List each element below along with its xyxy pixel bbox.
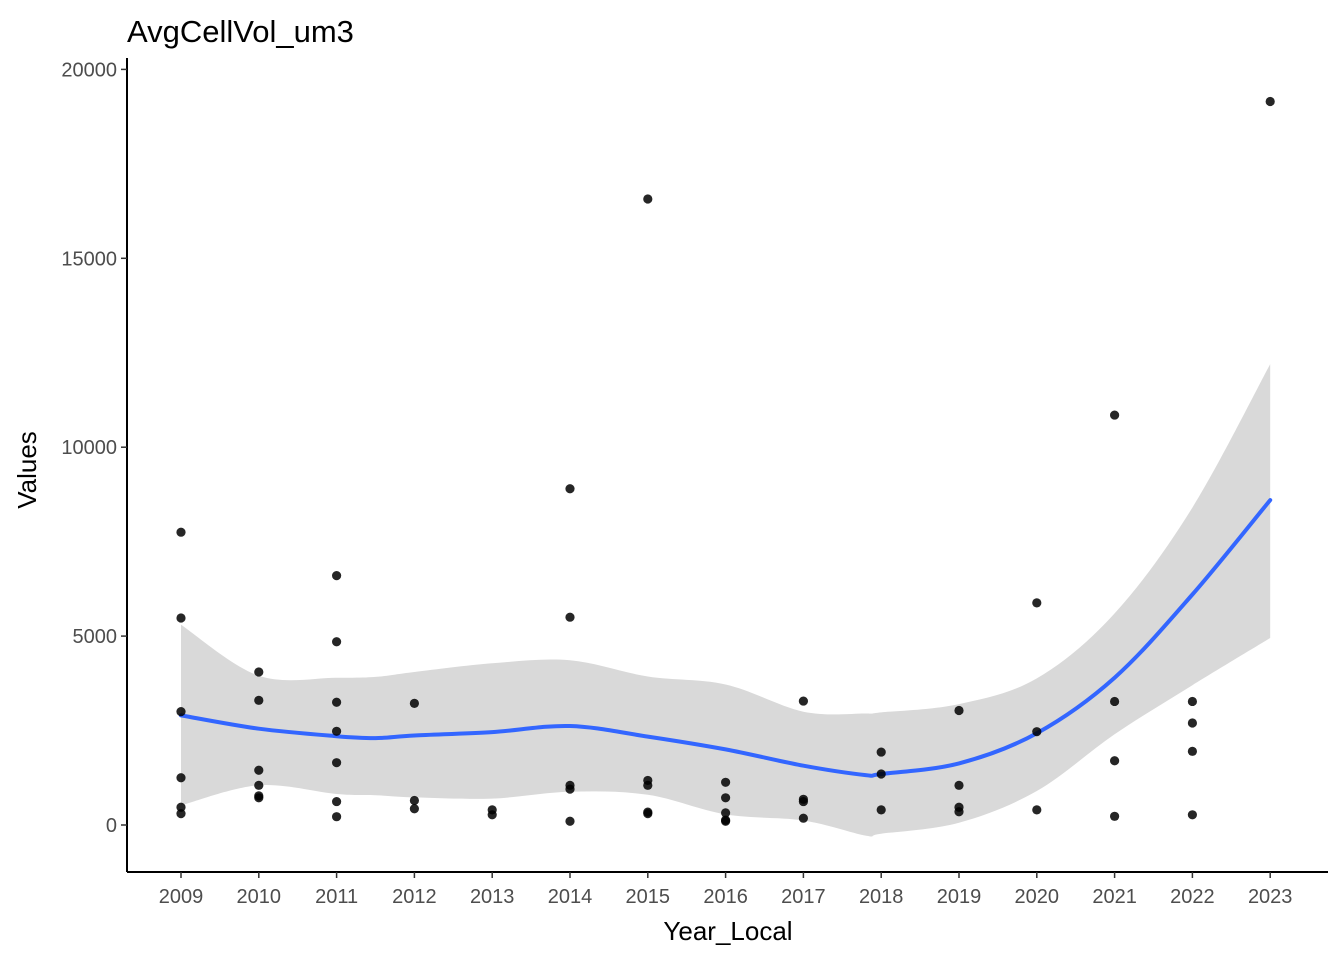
data-point [1187,810,1197,820]
x-axis-title: Year_Local [663,916,792,946]
y-tick-label: 0 [106,815,117,837]
data-point [332,697,342,707]
x-axis-ticks: 2009 2010 2011 2012 2013 2014 2015 2016 2017 2018… [159,872,1293,908]
data-point [332,637,342,647]
data-point [876,747,886,757]
x-tick-label: 2009 [159,886,204,908]
x-tick-label: 2019 [937,886,982,908]
data-point [332,812,342,822]
data-point [1032,727,1042,737]
data-point [721,808,731,818]
data-point [721,816,731,826]
x-tick-label: 2018 [859,886,904,908]
smooth-line [179,498,1273,778]
data-point [332,796,342,807]
data-point [176,707,186,717]
data-point [954,780,964,790]
x-tick-label: 2021 [1092,886,1137,908]
chart-title: AvgCellVol_um3 [127,14,354,49]
data-point [254,695,264,705]
x-tick-label: 2013 [470,886,515,908]
data-point [254,780,264,790]
data-point [643,809,653,819]
data-point [1187,746,1197,756]
data-point [176,809,186,819]
data-point [1110,756,1120,766]
data-point [332,571,342,581]
data-point [1032,805,1042,815]
x-tick-label: 2023 [1248,886,1293,908]
data-point [954,705,964,716]
data-point [643,780,653,790]
data-point [1110,410,1120,420]
data-point [332,726,342,736]
data-point [254,793,264,803]
x-tick-label: 2012 [392,886,437,908]
data-point [176,527,186,537]
data-point [176,773,186,783]
y-tick-label: 20000 [61,59,117,81]
data-point [176,613,186,623]
data-point [565,484,575,494]
data-point [1265,96,1275,107]
x-tick-label: 2014 [548,886,593,908]
plot-area [176,96,1275,837]
x-tick-label: 2020 [1015,886,1060,908]
x-tick-label: 2017 [781,886,826,908]
y-tick-label: 5000 [73,626,118,648]
y-tick-label: 15000 [61,248,117,270]
data-point [643,194,653,204]
data-point [1187,718,1197,728]
data-point [721,793,731,803]
data-point [721,777,731,787]
data-point [1032,598,1042,608]
x-tick-label: 2011 [315,886,358,908]
data-point [798,813,809,823]
data-point [332,758,342,768]
data-point [176,802,186,812]
y-tick-label: 10000 [61,437,117,459]
data-point [1110,811,1120,821]
data-point [254,667,264,677]
data-point [409,795,419,806]
data-point [487,810,497,820]
data-point [954,807,964,817]
x-tick-label: 2016 [703,886,748,908]
data-point [876,769,886,779]
y-axis-title: Values [12,431,42,509]
x-tick-label: 2015 [626,886,671,908]
y-axis-ticks: 0 5000 10000 15000 20000 [61,59,127,837]
data-point [565,816,575,826]
x-tick-label: 2010 [237,886,282,908]
data-point [1110,696,1120,707]
data-point [409,698,419,708]
confidence-band [181,364,1271,837]
data-point [565,612,575,622]
data-point [798,696,809,706]
data-point [1187,696,1197,707]
data-point [565,784,575,794]
data-point [409,804,419,814]
data-point [876,805,886,815]
data-point [254,765,264,775]
x-tick-label: 2022 [1170,886,1215,908]
data-point [798,796,809,807]
data-points [176,96,1275,826]
